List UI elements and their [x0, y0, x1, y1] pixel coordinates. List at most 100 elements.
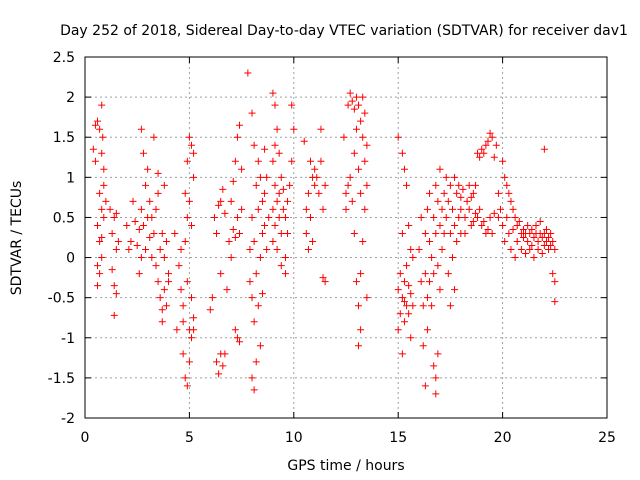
data-point [269, 238, 277, 246]
data-point [357, 117, 365, 125]
data-point [221, 209, 229, 217]
data-point [540, 145, 548, 153]
data-point [256, 173, 264, 181]
data-point [112, 209, 120, 217]
data-point [252, 270, 260, 278]
data-point [217, 270, 225, 278]
data-point [526, 246, 534, 254]
data-point [352, 125, 360, 133]
data-point [352, 278, 360, 286]
data-point [177, 286, 185, 294]
data-point [156, 246, 164, 254]
data-point [229, 177, 237, 185]
data-point [417, 213, 425, 221]
data-point [250, 238, 258, 246]
data-point [302, 205, 310, 213]
data-point [436, 221, 444, 229]
data-point [350, 105, 358, 113]
data-point [426, 189, 434, 197]
data-point [453, 189, 461, 197]
data-point [135, 270, 143, 278]
data-point [279, 185, 287, 193]
x-axis-label: GPS time / hours [287, 458, 404, 474]
data-point [206, 306, 214, 314]
data-point [183, 382, 191, 390]
data-point [421, 382, 429, 390]
y-tick-label: 1 [66, 170, 75, 186]
data-point [231, 157, 239, 165]
data-point [513, 238, 521, 246]
data-point [519, 225, 527, 233]
data-point [549, 270, 557, 278]
data-point [250, 318, 258, 326]
data-point [346, 173, 354, 181]
data-point [528, 242, 536, 250]
data-point [467, 221, 475, 229]
y-tick-label: 1.5 [53, 130, 75, 146]
data-point [227, 254, 235, 262]
data-point [258, 290, 266, 298]
data-point [400, 298, 408, 306]
data-point [478, 221, 486, 229]
data-point [350, 149, 358, 157]
data-point [505, 189, 513, 197]
data-point [300, 137, 308, 145]
data-point [509, 225, 517, 233]
data-point [160, 254, 168, 262]
data-point [177, 246, 185, 254]
data-point [96, 270, 104, 278]
data-point [152, 262, 160, 270]
data-point [419, 302, 427, 310]
data-point [187, 294, 195, 302]
data-point [536, 217, 544, 225]
data-point [511, 254, 519, 262]
data-point [187, 334, 195, 342]
data-point [269, 157, 277, 165]
data-point [394, 133, 402, 141]
data-point [238, 205, 246, 213]
plot-frame [84, 56, 608, 419]
data-point [246, 246, 254, 254]
data-point [123, 221, 131, 229]
data-point [444, 270, 452, 278]
data-point [471, 209, 479, 217]
data-point [190, 173, 198, 181]
data-point [190, 314, 198, 322]
data-point [127, 238, 135, 246]
data-point [179, 318, 187, 326]
data-point [499, 221, 507, 229]
data-point [426, 278, 434, 286]
data-point [551, 278, 559, 286]
data-point [181, 238, 189, 246]
data-point [344, 181, 352, 189]
data-point [315, 189, 323, 197]
data-point [98, 205, 106, 213]
data-point [304, 189, 312, 197]
data-point [288, 157, 296, 165]
data-point [231, 326, 239, 334]
data-point [463, 197, 471, 205]
data-point [403, 181, 411, 189]
data-point [99, 133, 107, 141]
data-point [398, 294, 406, 302]
data-point [403, 302, 411, 310]
data-point [432, 390, 440, 398]
y-tick-label: -0.5 [48, 291, 75, 307]
data-point [137, 254, 145, 262]
data-point [534, 246, 542, 254]
data-point [91, 157, 99, 165]
data-point [281, 254, 289, 262]
data-point [434, 197, 442, 205]
data-point [183, 278, 191, 286]
data-point [215, 370, 223, 378]
data-point [357, 189, 365, 197]
data-point [398, 350, 406, 358]
x-tick-label: 15 [389, 430, 407, 446]
data-point [187, 221, 195, 229]
data-point [522, 250, 530, 258]
data-point [434, 262, 442, 270]
data-point [352, 93, 360, 101]
data-point [321, 278, 329, 286]
data-point [281, 270, 289, 278]
